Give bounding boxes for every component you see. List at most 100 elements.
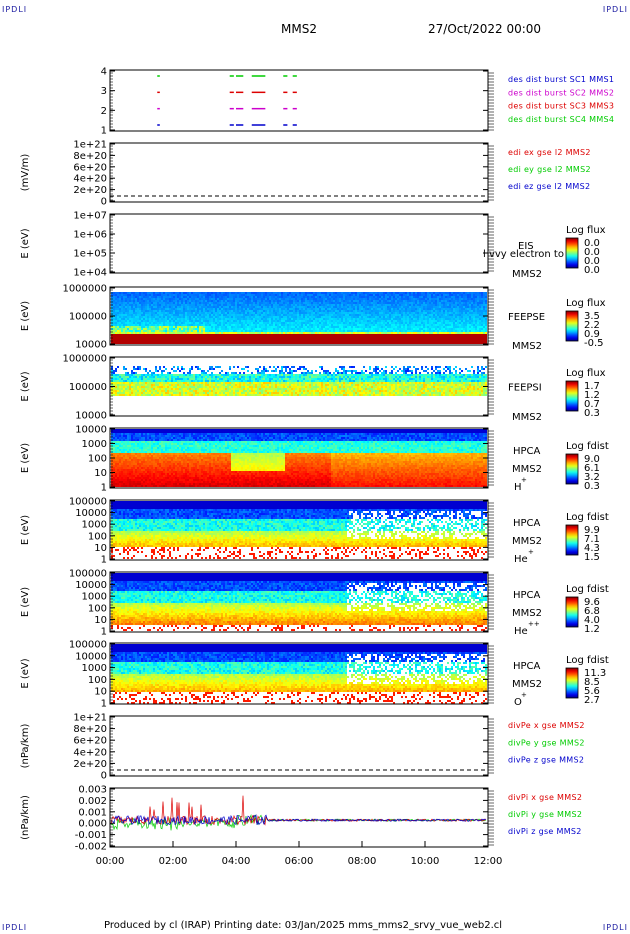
burst-ytick-label: 4 — [101, 67, 107, 78]
eis-ytick-label: 1e+06 — [73, 230, 107, 241]
eis-ytick-label: 1e+07 — [73, 211, 107, 222]
burst-legend-entry: des dist burst SC2 MMS2 — [508, 88, 614, 97]
divpi-legend-entry: divPi x gse MMS2 — [508, 793, 582, 802]
eis-panel-frame — [110, 214, 488, 273]
edi-legend-entry: edi ex gse l2 MMS2 — [508, 148, 591, 157]
feepse-ylabel: E (eV) — [20, 301, 31, 331]
hpca_h-colorbar-tick: 0.3 — [584, 481, 600, 492]
burst-ytick-label: 1 — [101, 126, 107, 137]
time-tick-label: 00:00 — [96, 856, 125, 867]
hpca_hepp-charge-label: ++ — [528, 620, 540, 628]
hpca_o-colorbar-title: Log fdist — [566, 655, 609, 666]
time-tick-label: 04:00 — [222, 856, 251, 867]
hpca_h-instrument-label: HPCA — [513, 446, 541, 457]
divpe-legend-entry: divPe x gse MMS2 — [508, 721, 585, 730]
hpca_he-colorbar-title: Log fdist — [566, 512, 609, 523]
hpca_hepp-heatmap — [111, 573, 487, 631]
divpe-ytick-label: 1e+21 — [73, 713, 107, 724]
hpca_he-ytick-label: 1000 — [82, 520, 107, 531]
burst-ytick-label: 2 — [101, 106, 107, 117]
edi-ytick-label: 4e+20 — [73, 174, 107, 185]
eis-colorbar-title: Log flux — [566, 225, 606, 236]
hpca_he-colorbar-tick: 1.5 — [584, 552, 600, 563]
hpca_o-colorbar-tick: 2.7 — [584, 695, 600, 706]
divpe-legend-entry: divPe y gse MMS2 — [508, 738, 585, 747]
plot-stack: 4321des dist burst SC1 MMS1des dist burs… — [0, 0, 630, 934]
feepse-ytick-label: 1000000 — [62, 284, 107, 295]
hpca_hepp-instrument-label: HPCA — [513, 590, 541, 601]
feepse-colorbar-tick: -0.5 — [584, 338, 604, 349]
hpca_o-ytick-label: 10 — [94, 687, 107, 698]
hpca_h-colorbar-title: Log fdist — [566, 441, 609, 452]
hpca_he-instrument-label: HPCA — [513, 518, 541, 529]
hpca_o-ytick-label: 10000 — [75, 651, 107, 662]
hpca_hepp-ytick-label: 1 — [101, 627, 107, 638]
hpca_h-ylabel: E (eV) — [20, 443, 31, 473]
hpca_h-colorbar — [566, 454, 578, 484]
feepsi-spacecraft-label: MMS2 — [512, 412, 542, 423]
divpi-ylabel: (nPa/km) — [20, 795, 31, 840]
divpi-series-line — [111, 796, 486, 825]
burst-legend-entry: des dist burst SC1 MMS1 — [508, 75, 614, 84]
hpca_he-ytick-label: 10000 — [75, 508, 107, 519]
hpca_o-instrument-label: HPCA — [513, 661, 541, 672]
hpca_h-ytick-label: 10000 — [75, 425, 107, 436]
hpca_o-ytick-label: 100000 — [69, 640, 107, 651]
hpca_he-colorbar — [566, 525, 578, 555]
hpca_he-charge-label: + — [528, 548, 534, 556]
hpca_hepp-ytick-label: 100000 — [69, 569, 107, 580]
divpe-ytick-label: 4e+20 — [73, 747, 107, 758]
feepsi-ytick-label: 100000 — [69, 382, 107, 393]
eis-ytick-label: 1e+04 — [73, 268, 107, 279]
edi-ylabel: (mV/m) — [20, 154, 31, 192]
eis-ytick-label: 1e+05 — [73, 249, 107, 260]
hpca_hepp-colorbar-title: Log fdist — [566, 584, 609, 595]
divpi-ytick-label: 0.001 — [78, 807, 107, 818]
feepsi-colorbar — [566, 381, 578, 411]
feepsi-ytick-label: 1000000 — [62, 354, 107, 365]
feepse-colorbar-title: Log flux — [566, 298, 606, 309]
edi-ytick-label: 1e+21 — [73, 140, 107, 151]
hpca_he-heatmap — [111, 501, 487, 559]
feepsi-ytick-label: 10000 — [75, 411, 107, 422]
divpi-ytick-label: 0.003 — [78, 785, 107, 796]
eis-ylabel: E (eV) — [20, 228, 31, 258]
divpi-ytick-label: 0.002 — [78, 796, 107, 807]
hpca_o-ytick-label: 1000 — [82, 663, 107, 674]
hpca_he-spacecraft-label: MMS2 — [512, 536, 542, 547]
hpca_h-ytick-label: 1 — [101, 483, 107, 494]
hpca_h-ytick-label: 10 — [94, 468, 107, 479]
divpe-ytick-label: 6e+20 — [73, 736, 107, 747]
hpca_o-ytick-label: 1 — [101, 699, 107, 710]
hpca_hepp-ytick-label: 100 — [88, 603, 107, 614]
feepse-ytick-label: 10000 — [75, 340, 107, 351]
divpe-ytick-label: 8e+20 — [73, 724, 107, 735]
feepsi-ylabel: E (eV) — [20, 371, 31, 401]
eis-colorbar — [566, 238, 578, 268]
time-tick-label: 08:00 — [348, 856, 377, 867]
feepse-instrument-label: FEEPSE — [508, 312, 545, 323]
divpi-panel-frame — [110, 788, 488, 847]
burst-legend-entry: des dist burst SC3 MMS3 — [508, 102, 614, 111]
divpe-legend-entry: divPe z gse MMS2 — [508, 756, 584, 765]
hpca_hepp-colorbar-tick: 1.2 — [584, 624, 600, 635]
hpca_he-ylabel: E (eV) — [20, 515, 31, 545]
feepse-colorbar — [566, 311, 578, 341]
hpca_hepp-ytick-label: 10 — [94, 615, 107, 626]
feepsi-heatmap — [111, 366, 487, 396]
hpca_h-spacecraft-label: MMS2 — [512, 464, 542, 475]
hpca_h-heatmap — [111, 429, 487, 487]
hpca_o-ylabel: E (eV) — [20, 658, 31, 688]
divpe-ytick-label: 2e+20 — [73, 759, 107, 770]
hpca_hepp-colorbar — [566, 597, 578, 627]
hpca_hepp-ytick-label: 1000 — [82, 592, 107, 603]
divpi-ytick-label: -0.001 — [75, 830, 107, 841]
divpe-ytick-label: 0 — [101, 771, 107, 782]
divpi-ytick-label: -0.002 — [75, 842, 107, 853]
hpca_he-ytick-label: 100 — [88, 531, 107, 542]
divpi-legend-entry: divPi z gse MMS2 — [508, 827, 582, 836]
eis-colorbar-tick: 0.0 — [584, 265, 600, 276]
hpca_o-ytick-label: 100 — [88, 675, 107, 686]
hpca_h-ytick-label: 1000 — [82, 439, 107, 450]
divpi-ytick-label: 0.000 — [78, 819, 107, 830]
